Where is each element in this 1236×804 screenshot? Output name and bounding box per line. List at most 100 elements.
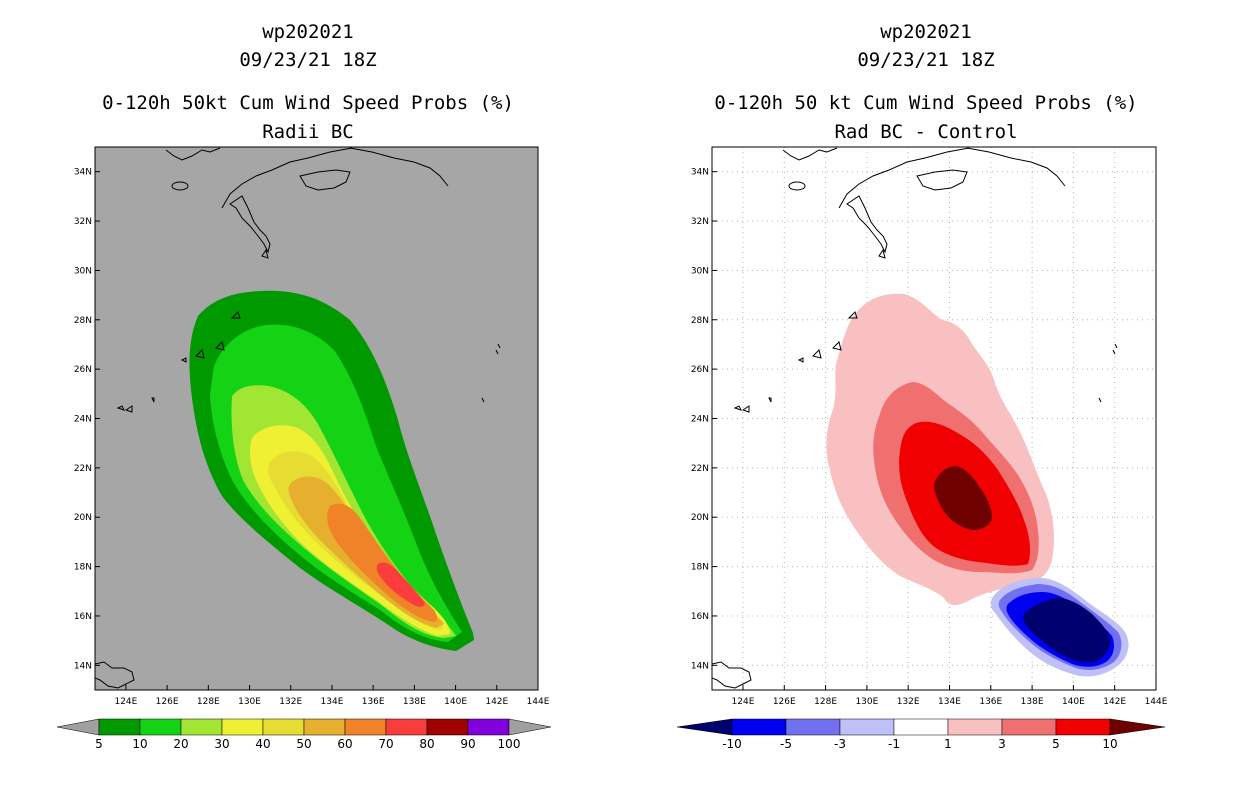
colorbar-label: -3 <box>834 737 846 751</box>
right-axis-ticks: 124E 126E 128E 130E 132E 134E 136E 138E 140E 142E… <box>691 168 1168 707</box>
y-tick-label: 18N <box>74 563 92 573</box>
x-tick-label: 128E <box>814 697 837 707</box>
x-tick-label: 132E <box>279 697 302 707</box>
x-tick-label: 138E <box>403 697 426 707</box>
colorbar-swatch <box>344 718 387 736</box>
y-tick-label: 16N <box>74 612 92 622</box>
x-tick-label: 132E <box>897 697 920 707</box>
colorbar-left-arrow <box>676 718 733 736</box>
right-storm-id: wp202021 <box>880 21 972 43</box>
y-tick-label: 22N <box>74 464 92 474</box>
x-tick-label: 134E <box>938 697 961 707</box>
left-title: 0-120h 50kt Cum Wind Speed Probs (%) <box>102 92 514 114</box>
colorbar-label: 80 <box>419 737 434 751</box>
colorbar-label: -5 <box>780 737 792 751</box>
y-tick-label: 16N <box>691 612 709 622</box>
y-tick-label: 30N <box>74 266 92 276</box>
colorbar-swatch <box>139 718 182 736</box>
colorbar-label: 10 <box>132 737 147 751</box>
right-coastlines <box>712 147 1118 689</box>
y-tick-label: 34N <box>691 168 709 178</box>
colorbar-label: 5 <box>1052 737 1060 751</box>
left-map: 124E 126E 128E 130E 132E 134E 136E 138E 140E 142E… <box>74 146 550 707</box>
x-tick-label: 124E <box>114 697 137 707</box>
x-tick-label: 142E <box>485 697 508 707</box>
y-tick-label: 20N <box>74 513 92 523</box>
ryukyu-islands <box>116 248 269 413</box>
left-datetime: 09/23/21 18Z <box>239 49 376 71</box>
prob-contour-70 <box>376 562 425 607</box>
x-tick-label: 144E <box>1145 697 1168 707</box>
x-tick-label: 136E <box>979 697 1002 707</box>
y-tick-label: 32N <box>691 217 709 227</box>
colorbar-swatch <box>221 718 264 736</box>
x-tick-label: 142E <box>1103 697 1126 707</box>
colorbar-swatch <box>180 718 223 736</box>
left-storm-id: wp202021 <box>262 21 354 43</box>
colorbar-swatch <box>467 718 510 736</box>
colorbar-swatch <box>785 718 841 736</box>
korea-coast-r <box>782 147 838 161</box>
daito-islands <box>481 343 501 403</box>
taiwan-philippines-coast-r <box>712 661 752 689</box>
right-colorbar: -10 -5 -3 -1 1 3 5 10 <box>676 718 1166 751</box>
x-tick-label: 126E <box>773 697 796 707</box>
y-tick-label: 20N <box>691 513 709 523</box>
colorbar-swatch <box>1055 718 1111 736</box>
right-diff-contours <box>826 293 1129 677</box>
right-subtitle: Rad BC - Control <box>834 121 1017 143</box>
x-tick-label: 136E <box>362 697 385 707</box>
y-tick-label: 30N <box>691 266 709 276</box>
colorbar-swatch <box>303 718 346 736</box>
y-tick-label: 28N <box>691 316 709 326</box>
japan-shikoku-coast-r <box>916 169 968 191</box>
colorbar-swatch <box>262 718 305 736</box>
left-subtitle: Radii BC <box>262 121 354 143</box>
colorbar-label: 3 <box>998 737 1006 751</box>
colorbar-swatch <box>385 718 428 736</box>
y-tick-label: 32N <box>74 217 92 227</box>
colorbar-label: 50 <box>296 737 311 751</box>
taiwan-philippines-coast <box>95 661 135 689</box>
colorbar-left-arrow <box>56 718 100 736</box>
y-tick-label: 34N <box>74 168 92 178</box>
x-tick-label: 140E <box>1062 697 1085 707</box>
colorbar-right-arrow <box>508 718 552 736</box>
x-tick-label: 130E <box>238 697 261 707</box>
japan-shikoku-coast <box>299 169 351 191</box>
y-tick-label: 24N <box>74 415 92 425</box>
colorbar-label: 40 <box>255 737 270 751</box>
colorbar-label: 30 <box>214 737 229 751</box>
y-tick-label: 14N <box>691 661 709 671</box>
colorbar-swatch <box>893 718 949 736</box>
colorbar-label: 70 <box>378 737 393 751</box>
colorbar-label: 5 <box>95 737 103 751</box>
colorbar-label: -1 <box>888 737 900 751</box>
colorbar-swatch <box>731 718 787 736</box>
left-axis-ticks: 124E 126E 128E 130E 132E 134E 136E 138E 140E 142E… <box>74 168 550 707</box>
jeju-island <box>171 181 189 191</box>
ryukyu-islands-r <box>733 248 886 413</box>
colorbar-swatch <box>98 718 141 736</box>
right-title: 0-120h 50 kt Cum Wind Speed Probs (%) <box>714 92 1137 114</box>
colorbar-swatch <box>947 718 1003 736</box>
colorbar-label: 20 <box>173 737 188 751</box>
y-tick-label: 22N <box>691 464 709 474</box>
y-tick-label: 18N <box>691 563 709 573</box>
x-tick-label: 128E <box>197 697 220 707</box>
x-tick-label: 134E <box>321 697 344 707</box>
y-tick-label: 28N <box>74 316 92 326</box>
jeju-island-r <box>788 181 806 191</box>
japan-kyushu-coast-r <box>838 147 970 254</box>
colorbar-label: -10 <box>722 737 742 751</box>
japan-honshu-coast-r <box>966 147 1066 187</box>
x-tick-label: 144E <box>527 697 550 707</box>
diff-contour-neg-10 <box>1023 598 1110 663</box>
colorbar-label: 100 <box>498 737 521 751</box>
right-datetime: 09/23/21 18Z <box>857 49 994 71</box>
y-tick-label: 26N <box>691 365 709 375</box>
daito-islands-r <box>1098 343 1118 403</box>
left-colorbar: 5 10 20 30 40 50 60 70 80 90 100 <box>56 718 552 751</box>
japan-kyushu-coast <box>221 147 353 254</box>
